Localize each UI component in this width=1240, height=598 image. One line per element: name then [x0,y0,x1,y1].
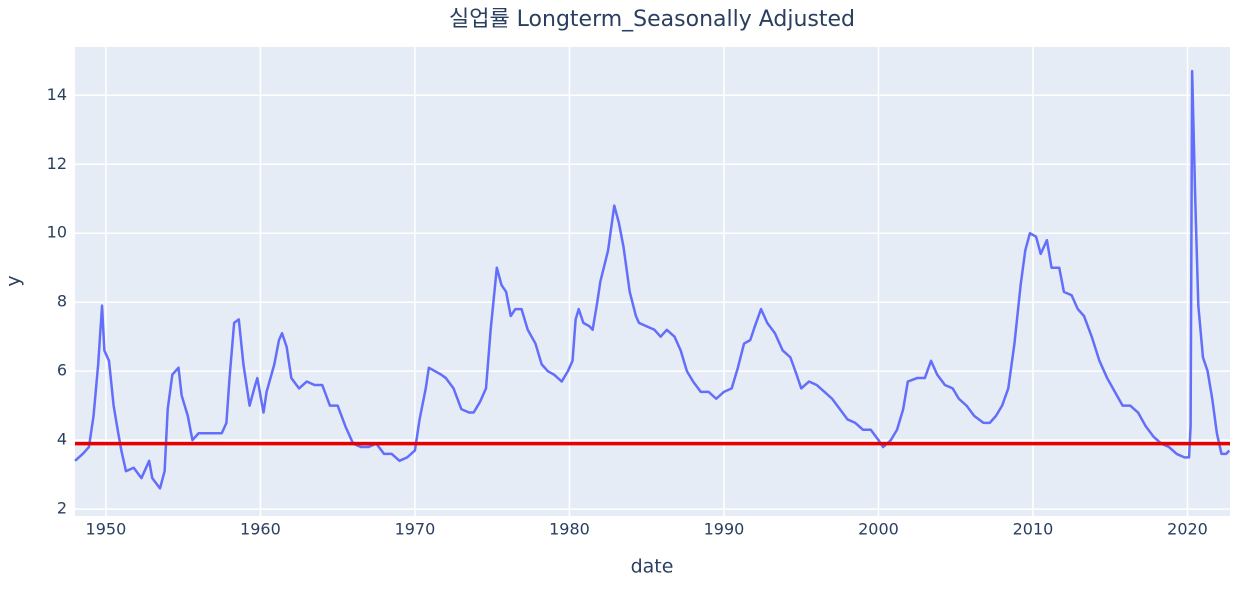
y-tick-label: 10 [47,223,67,242]
data-line [74,69,1231,490]
x-tick-label: 1980 [549,520,590,539]
x-tick-label: 2000 [858,520,899,539]
y-axis-title: y [3,275,25,286]
x-axis-title: date [631,556,674,578]
chart-title: 실업률 Longterm_Seasonally Adjusted [449,7,855,32]
y-tick-label: 14 [47,85,67,104]
x-tick-label: 1990 [704,520,745,539]
y-tick-label: 8 [57,292,67,311]
x-tick-label: 2010 [1013,520,1054,539]
y-tick-label: 6 [57,361,67,380]
x-tick-label: 1970 [395,520,436,539]
y-tick-label: 4 [57,430,67,449]
y-tick-label: 2 [57,499,67,518]
x-tick-label: 1950 [86,520,127,539]
x-tick-label: 1960 [240,520,281,539]
x-tick-label: 2020 [1167,520,1208,539]
y-tick-label: 12 [47,154,67,173]
plot-area [75,47,1230,516]
